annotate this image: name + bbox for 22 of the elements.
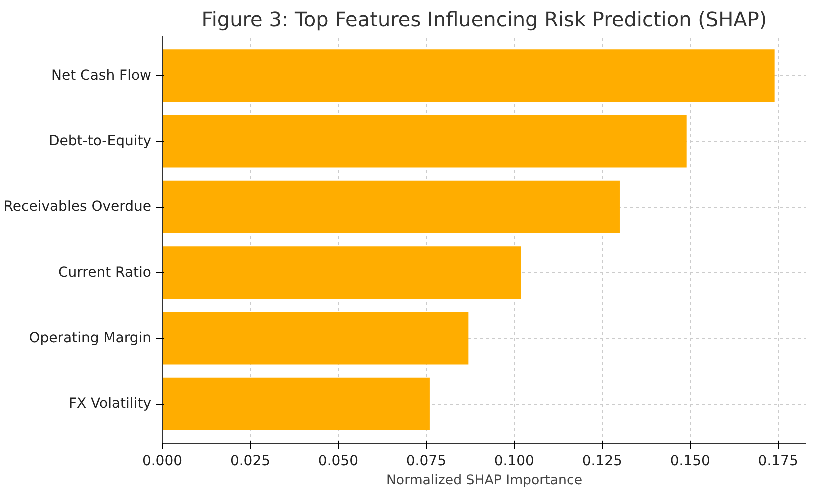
x-tick-label: 0.175 (758, 454, 798, 470)
x-tick-label: 0.125 (582, 454, 622, 470)
y-tick-label: Operating Margin (29, 330, 152, 346)
y-tick-label: FX Volatility (68, 396, 152, 412)
x-axis-title: Normalized SHAP Importance (386, 474, 583, 488)
bar (162, 378, 430, 430)
x-tick-label: 0.150 (670, 454, 710, 470)
bar (162, 50, 775, 102)
y-tick-label: Debt-to-Equity (49, 134, 152, 150)
x-tick-label: 0.000 (142, 454, 183, 470)
y-tick-label: Current Ratio (58, 264, 152, 281)
bar (162, 246, 522, 300)
x-tick-label: 0.025 (230, 454, 271, 470)
y-tick-label: Net Cash Flow (52, 68, 152, 84)
bar (162, 180, 620, 234)
x-tick-label: 0.100 (494, 454, 534, 470)
chart-title: Figure 3: Top Features Influencing Risk Prediction (SHAP) (202, 8, 768, 32)
y-tick-label: Receivables Overdue (4, 199, 152, 216)
bar (162, 312, 469, 365)
x-tick-label: 0.050 (318, 454, 359, 470)
x-tick-label: 0.075 (406, 454, 446, 470)
bar (162, 115, 687, 168)
